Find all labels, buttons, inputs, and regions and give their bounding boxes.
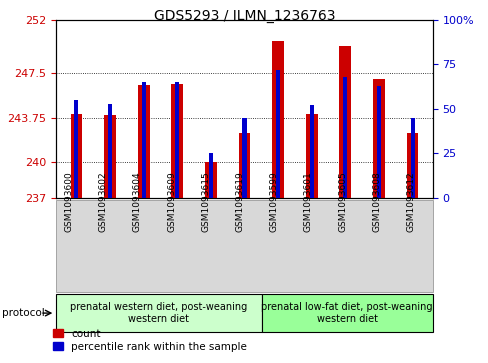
Bar (142, 82, 145, 198)
Text: protocol: protocol (2, 308, 45, 318)
Bar (406, 132, 418, 198)
Bar (171, 84, 183, 198)
Text: GDS5293 / ILMN_1236763: GDS5293 / ILMN_1236763 (153, 9, 335, 23)
Bar (238, 132, 250, 198)
Text: GSM1093601: GSM1093601 (304, 171, 312, 232)
Bar (305, 114, 317, 198)
Text: GSM1093608: GSM1093608 (372, 171, 381, 232)
Bar (309, 105, 313, 198)
Text: GSM1093609: GSM1093609 (167, 171, 176, 232)
Bar (204, 162, 216, 198)
Bar (276, 70, 280, 198)
Text: GSM1093600: GSM1093600 (64, 171, 73, 232)
Text: prenatal western diet, post-weaning
western diet: prenatal western diet, post-weaning west… (70, 302, 247, 324)
Bar (339, 46, 350, 198)
Text: prenatal low-fat diet, post-weaning
western diet: prenatal low-fat diet, post-weaning west… (261, 302, 432, 324)
Bar (104, 115, 116, 198)
Bar (70, 114, 82, 198)
Bar (372, 79, 384, 198)
Text: GSM1093612: GSM1093612 (406, 171, 415, 232)
Bar (410, 118, 414, 198)
Text: GSM1093619: GSM1093619 (235, 171, 244, 232)
Text: GSM1093605: GSM1093605 (338, 171, 346, 232)
Bar (74, 100, 78, 198)
Text: GSM1093602: GSM1093602 (99, 171, 107, 232)
Text: GSM1093615: GSM1093615 (201, 171, 210, 232)
Bar (108, 103, 112, 198)
Bar (376, 86, 380, 198)
Bar (208, 153, 212, 198)
Bar (242, 118, 246, 198)
Bar (272, 41, 284, 198)
Legend: count, percentile rank within the sample: count, percentile rank within the sample (49, 325, 251, 356)
Bar (138, 85, 149, 198)
Bar (175, 82, 179, 198)
Bar (343, 77, 346, 198)
Text: GSM1093599: GSM1093599 (269, 171, 278, 232)
Text: GSM1093604: GSM1093604 (133, 171, 142, 232)
